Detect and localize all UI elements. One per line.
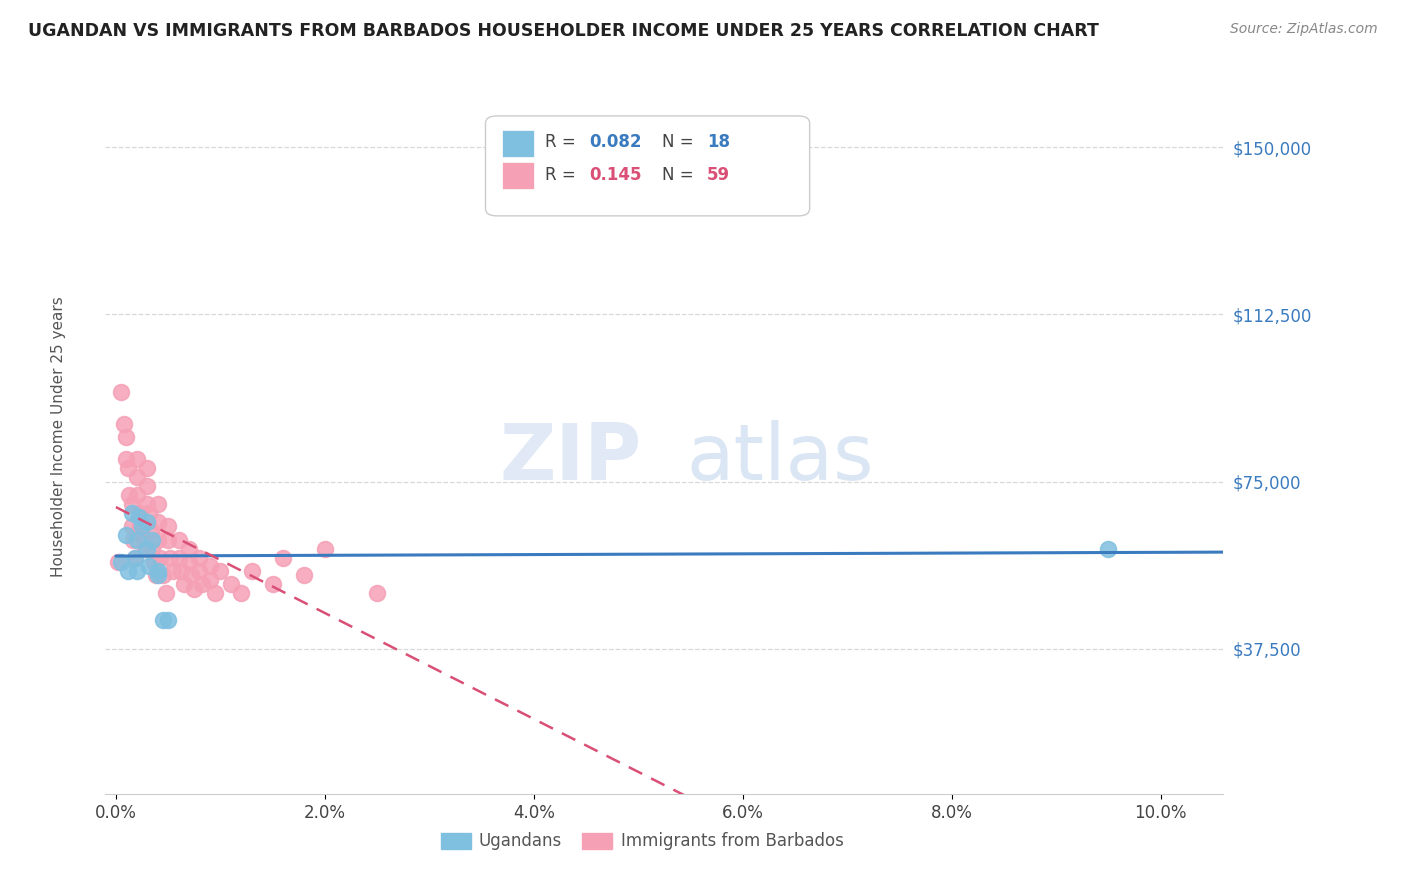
- Point: [146, 564, 169, 578]
- Point: [125, 533, 148, 547]
- Point: [124, 550, 146, 565]
- Point: [129, 519, 152, 533]
- Point: [1097, 541, 1119, 556]
- Point: [157, 533, 180, 547]
- Point: [136, 515, 159, 529]
- Point: [188, 564, 211, 578]
- Legend: Ugandans, Immigrants from Barbados: Ugandans, Immigrants from Barbados: [434, 826, 851, 857]
- Point: [107, 555, 129, 569]
- Text: N =: N =: [662, 134, 693, 152]
- Point: [136, 479, 159, 493]
- Point: [128, 506, 150, 520]
- Point: [219, 577, 242, 591]
- Point: [124, 550, 146, 565]
- Point: [121, 497, 143, 511]
- Point: [204, 586, 226, 600]
- Point: [177, 541, 200, 556]
- Text: 18: 18: [707, 134, 730, 152]
- Point: [271, 550, 294, 565]
- Point: [115, 528, 138, 542]
- Point: [125, 452, 148, 467]
- Text: 0.145: 0.145: [589, 166, 643, 184]
- Point: [146, 533, 169, 547]
- Text: atlas: atlas: [686, 420, 875, 497]
- FancyBboxPatch shape: [485, 116, 810, 216]
- Point: [183, 582, 205, 596]
- Point: [142, 555, 165, 569]
- Text: ZIP: ZIP: [499, 420, 643, 497]
- Text: Source: ZipAtlas.com: Source: ZipAtlas.com: [1230, 22, 1378, 37]
- Point: [128, 510, 150, 524]
- Point: [157, 519, 180, 533]
- Point: [155, 586, 177, 600]
- Point: [136, 541, 159, 556]
- Point: [314, 541, 336, 556]
- Point: [159, 550, 181, 565]
- Point: [134, 541, 156, 556]
- Point: [121, 506, 143, 520]
- Point: [117, 461, 139, 475]
- Text: R =: R =: [544, 134, 575, 152]
- Point: [141, 524, 163, 538]
- Text: UGANDAN VS IMMIGRANTS FROM BARBADOS HOUSEHOLDER INCOME UNDER 25 YEARS CORRELATIO: UGANDAN VS IMMIGRANTS FROM BARBADOS HOUS…: [28, 22, 1099, 40]
- Point: [231, 586, 253, 600]
- Text: N =: N =: [662, 166, 693, 184]
- Point: [149, 550, 172, 565]
- Point: [177, 555, 200, 569]
- Point: [173, 577, 195, 591]
- Point: [125, 470, 148, 484]
- Point: [152, 568, 174, 582]
- Point: [366, 586, 388, 600]
- Text: 0.082: 0.082: [589, 134, 643, 152]
- Point: [112, 417, 135, 431]
- Point: [169, 564, 191, 578]
- Point: [146, 497, 169, 511]
- Point: [131, 528, 153, 542]
- Point: [209, 564, 232, 578]
- Point: [136, 461, 159, 475]
- Point: [152, 613, 174, 627]
- Point: [198, 559, 221, 574]
- Point: [292, 568, 315, 582]
- Point: [198, 573, 221, 587]
- Point: [115, 430, 138, 444]
- Point: [121, 519, 143, 533]
- Point: [240, 564, 263, 578]
- Point: [262, 577, 284, 591]
- Point: [138, 506, 160, 520]
- Point: [115, 452, 138, 467]
- Point: [131, 519, 153, 533]
- Point: [190, 577, 212, 591]
- Point: [121, 533, 143, 547]
- Point: [136, 497, 159, 511]
- Point: [125, 488, 148, 502]
- Point: [110, 385, 132, 400]
- Point: [110, 555, 132, 569]
- Text: R =: R =: [544, 166, 575, 184]
- Point: [157, 613, 180, 627]
- FancyBboxPatch shape: [502, 129, 533, 157]
- Point: [125, 564, 148, 578]
- Point: [146, 515, 169, 529]
- Point: [146, 568, 169, 582]
- Point: [167, 550, 190, 565]
- Point: [167, 533, 190, 547]
- Point: [180, 568, 202, 582]
- FancyBboxPatch shape: [502, 162, 533, 189]
- Point: [118, 488, 141, 502]
- Text: 59: 59: [707, 166, 730, 184]
- Point: [145, 568, 167, 582]
- Point: [162, 564, 184, 578]
- Point: [141, 533, 163, 547]
- Point: [117, 564, 139, 578]
- Text: Householder Income Under 25 years: Householder Income Under 25 years: [51, 297, 66, 577]
- Point: [138, 559, 160, 574]
- Point: [141, 541, 163, 556]
- Point: [188, 550, 211, 565]
